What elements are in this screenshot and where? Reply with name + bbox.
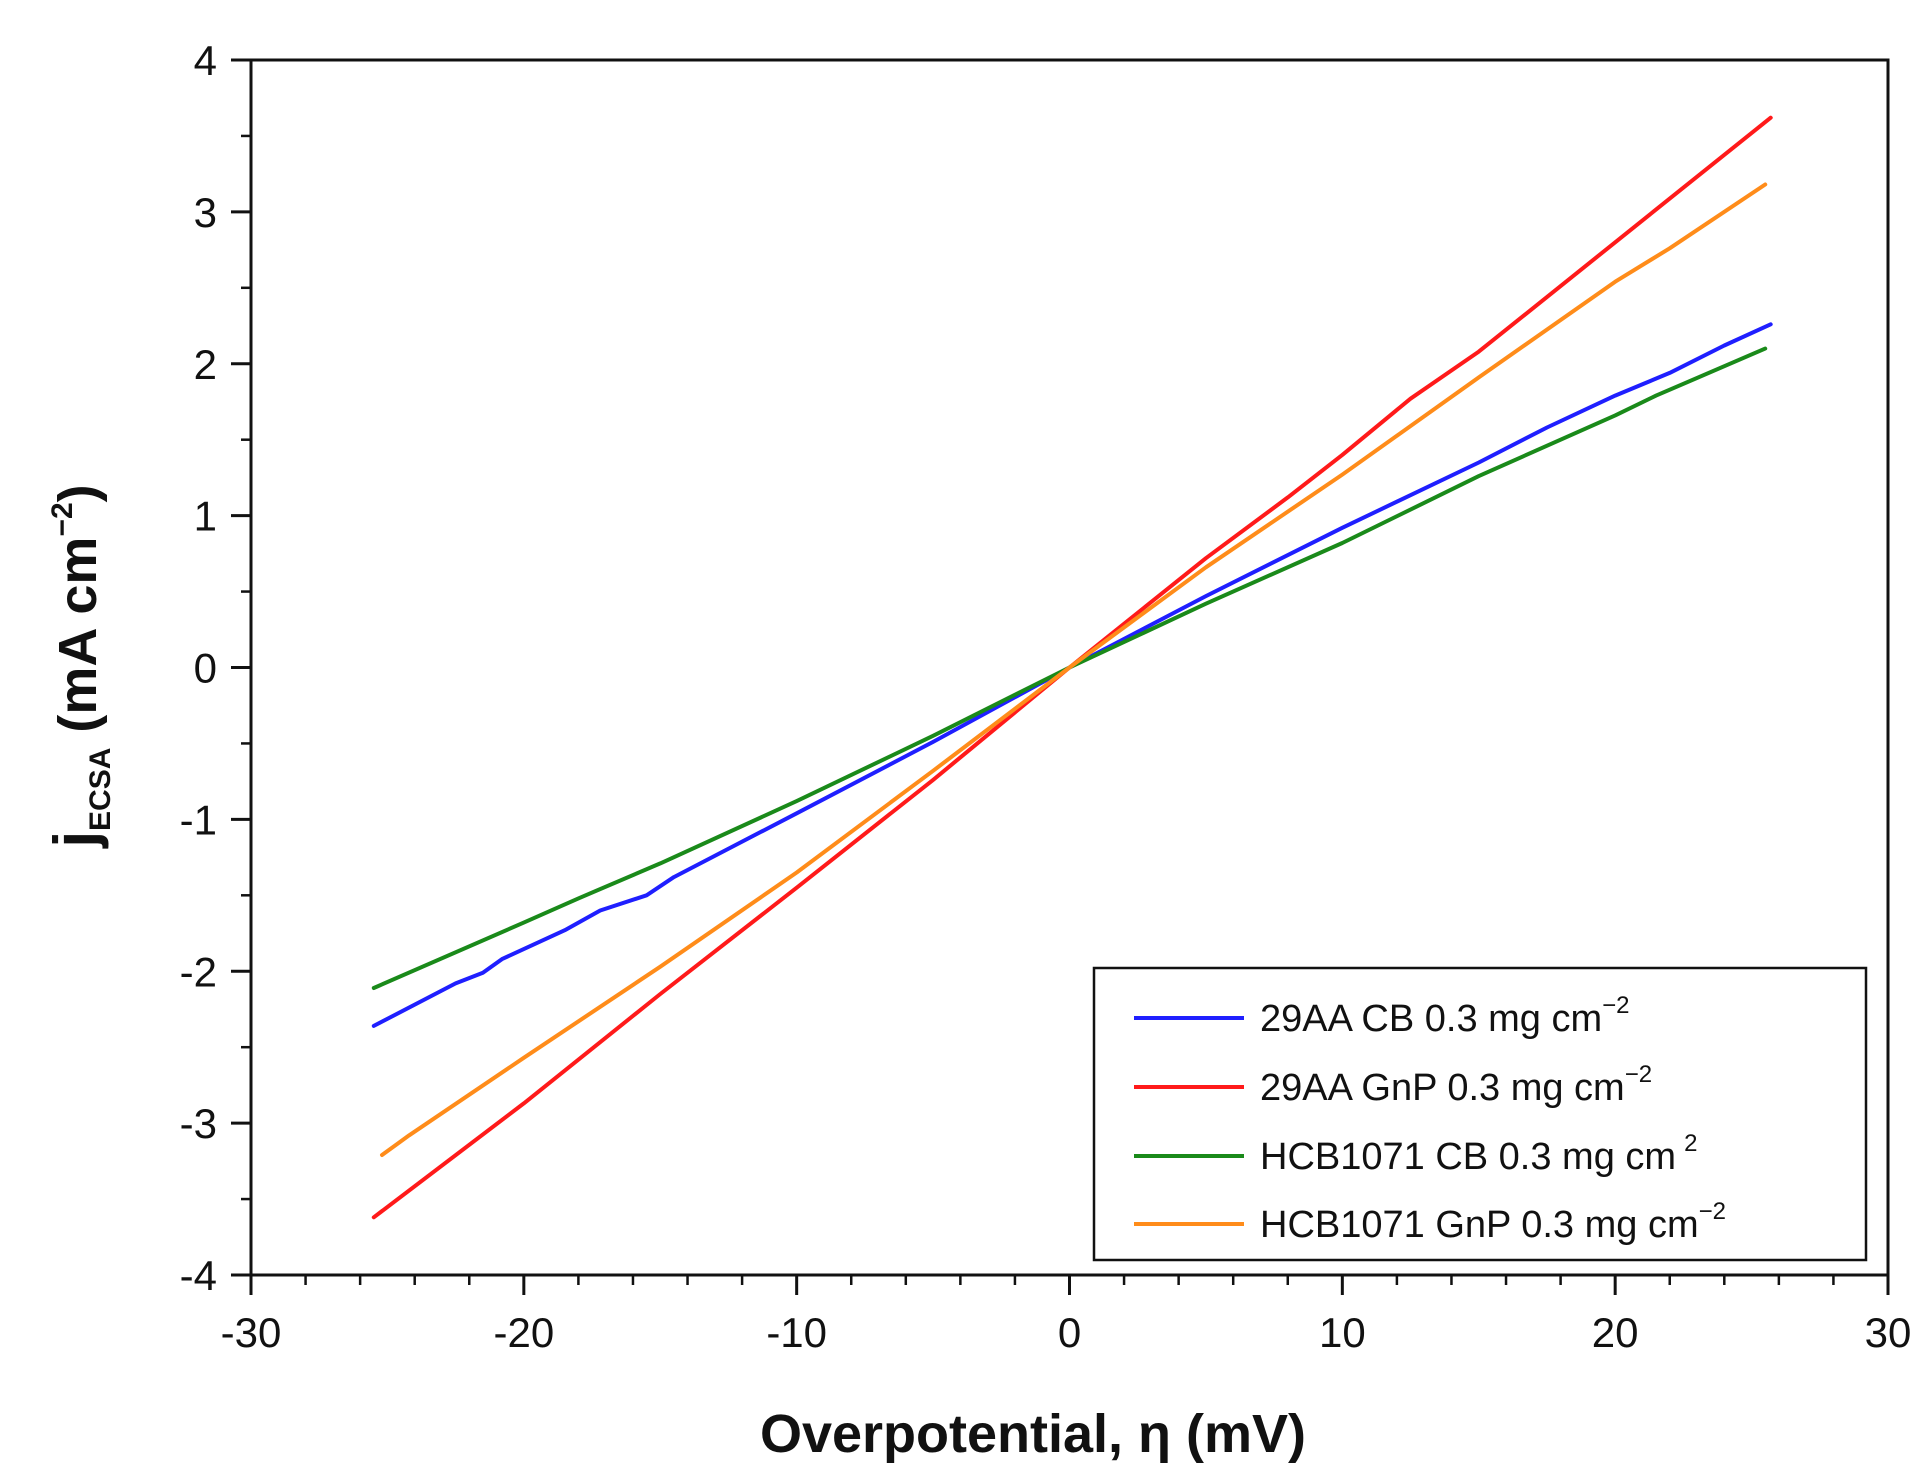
series-lines <box>371 115 1773 1220</box>
y-tick-label: 3 <box>194 189 217 236</box>
y-tick-label: -2 <box>180 948 217 995</box>
x-tick-label: 10 <box>1319 1309 1366 1356</box>
legend-label-29aa-gnp-sup: −2 <box>1625 1061 1652 1088</box>
y-axis-title-unit: (mA cm <box>48 537 108 748</box>
x-tick-labels: -30 -20 -10 0 10 20 30 <box>221 1309 1912 1356</box>
series-line-29aa-gnp <box>371 115 1773 1220</box>
y-axis-title-main: j <box>42 831 109 849</box>
y-tick-label: 2 <box>194 341 217 388</box>
y-tick-label: 4 <box>194 37 217 84</box>
x-tick-label: -30 <box>221 1309 282 1356</box>
y-tick-label: 1 <box>194 493 217 540</box>
legend-item-29aa-gnp: 29AA GnP 0.3 mg cm−2 <box>1134 1061 1652 1109</box>
legend-label-29aa-gnp-main: 29AA GnP 0.3 mg cm <box>1260 1067 1625 1109</box>
legend-label-29aa-cb-main: 29AA CB 0.3 mg cm <box>1260 998 1602 1040</box>
legend: 29AA CB 0.3 mg cm−2 29AA GnP 0.3 mg cm−2… <box>1092 966 1868 1262</box>
y-axis-title-superscript: −2 <box>46 502 79 536</box>
legend-label-29aa-cb: 29AA CB 0.3 mg cm−2 <box>1260 992 1630 1040</box>
x-tick-label: 20 <box>1592 1309 1639 1356</box>
legend-label-hcb1071-gnp-sup: −2 <box>1699 1198 1726 1225</box>
y-axis-title-subscript: ECSA <box>84 748 117 831</box>
major-ticks <box>231 58 1890 1295</box>
minor-ticks <box>241 134 1835 1285</box>
legend-label-29aa-cb-sup: −2 <box>1602 992 1629 1019</box>
y-tick-label: 0 <box>194 645 217 692</box>
legend-item-29aa-cb: 29AA CB 0.3 mg cm−2 <box>1134 992 1630 1040</box>
legend-label-hcb1071-cb: HCB1071 CB 0.3 mg cm 2 <box>1260 1130 1697 1178</box>
x-tick-label: 0 <box>1058 1309 1081 1356</box>
x-axis-title: Overpotential, η (mV) <box>760 1404 1306 1464</box>
legend-item-hcb1071-cb: HCB1071 CB 0.3 mg cm 2 <box>1134 1130 1697 1178</box>
y-tick-label: -4 <box>180 1252 217 1299</box>
y-tick-label: -3 <box>180 1100 217 1147</box>
legend-label-hcb1071-cb-sup: 2 <box>1684 1130 1697 1157</box>
x-tick-label: 30 <box>1865 1309 1912 1356</box>
y-axis-title-suffix: ) <box>48 484 108 502</box>
y-tick-labels: -4 -3 -2 -1 0 1 2 3 4 <box>180 37 217 1299</box>
legend-label-hcb1071-gnp: HCB1071 GnP 0.3 mg cm−2 <box>1260 1198 1726 1246</box>
y-axis-title: jECSA (mA cm−2) <box>42 484 117 848</box>
series-line-29aa-cb <box>371 322 1773 1028</box>
plot-area-frame <box>249 58 1890 1277</box>
x-tick-label: -10 <box>766 1309 827 1356</box>
legend-item-hcb1071-gnp: HCB1071 GnP 0.3 mg cm−2 <box>1134 1198 1726 1246</box>
legend-label-29aa-gnp: 29AA GnP 0.3 mg cm−2 <box>1260 1061 1652 1109</box>
y-tick-label: -1 <box>180 796 217 843</box>
x-tick-label: -20 <box>493 1309 554 1356</box>
legend-label-hcb1071-cb-main: HCB1071 CB 0.3 mg cm <box>1260 1136 1676 1178</box>
legend-label-hcb1071-gnp-main: HCB1071 GnP 0.3 mg cm <box>1260 1204 1699 1246</box>
series-line-hcb1071-gnp <box>380 182 1768 1157</box>
